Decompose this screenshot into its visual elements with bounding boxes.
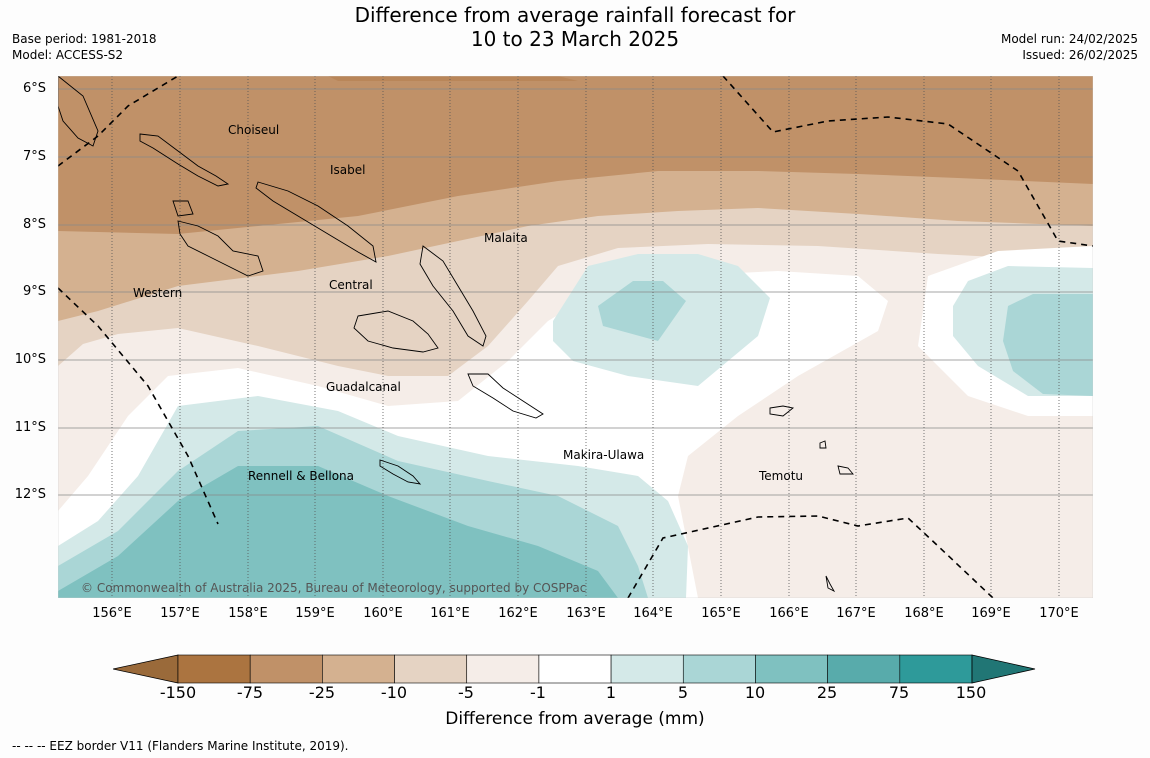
cb-tick-neg1: -1 (530, 683, 546, 702)
isabel-island (255, 181, 377, 263)
copyright-notice: © Commonwealth of Australia 2025, Bureau… (81, 581, 586, 595)
colorbar-segment (177, 654, 251, 684)
lat-tick-12s: 12°S (14, 487, 46, 502)
place-malaita: Malaita (484, 231, 528, 245)
place-western: Western (133, 286, 182, 300)
lon-tick-168e: 168°E (904, 606, 944, 621)
place-isabel: Isabel (330, 163, 365, 177)
lon-tick-166e: 166°E (769, 606, 809, 621)
lat-tick-7s: 7°S (22, 149, 46, 164)
title-line-2: 10 to 23 March 2025 (470, 27, 680, 51)
cb-tick-pos5: 5 (677, 683, 689, 702)
title-line-1: Difference from average rainfall forecas… (354, 3, 796, 27)
meta-right: Model run: 24/02/2025 Issued: 26/02/2025 (1001, 31, 1138, 63)
cb-tick-neg10: -10 (380, 683, 408, 702)
lon-tick-161e: 161°E (430, 606, 470, 621)
cb-tick-neg25: -25 (308, 683, 336, 702)
colorbar-segment (466, 654, 540, 684)
cb-tick-pos10: 10 (744, 683, 766, 702)
cb-tick-pos75: 75 (888, 683, 910, 702)
colorbar-segment (249, 654, 323, 684)
lon-tick-162e: 162°E (498, 606, 538, 621)
santa-cruz-island (769, 405, 795, 417)
grid (58, 88, 1093, 496)
band-pos10-east (1003, 294, 1093, 396)
eez-borders (58, 76, 1093, 598)
lon-tick-169e: 169°E (971, 606, 1011, 621)
vanikoro-island (837, 465, 854, 475)
lat-tick-6s: 6°S (22, 81, 46, 96)
place-guadalcanal: Guadalcanal (326, 380, 401, 394)
temotu-islet (819, 440, 827, 449)
lon-tick-158e: 158°E (228, 606, 268, 621)
colorbar-segment (755, 654, 828, 684)
lon-tick-167e: 167°E (836, 606, 876, 621)
band-neg75 (328, 76, 578, 81)
colorbar (113, 654, 1036, 684)
place-central: Central (329, 278, 373, 292)
cb-tick-neg150: -150 (159, 683, 197, 702)
band-pos25 (58, 466, 618, 598)
choiseul-island (139, 133, 230, 187)
colorbar-segment (610, 654, 684, 684)
colorbar-segment (322, 654, 395, 684)
lon-tick-164e: 164°E (633, 606, 673, 621)
place-labels: Choiseul Isabel Malaita Western Central … (133, 123, 803, 483)
anuta-islet (825, 575, 836, 593)
band-pos10-mid (598, 281, 686, 341)
colorbar-extend-high (971, 654, 1036, 684)
lat-tick-9s: 9°S (22, 284, 46, 299)
cb-tick-neg75: -75 (236, 683, 264, 702)
map-title: Difference from average rainfall forecas… (0, 3, 1150, 51)
colorbar-label: Difference from average (mm) (445, 709, 705, 729)
base-period: Base period: 1981-2018 (12, 32, 157, 46)
lon-tick-160e: 160°E (363, 606, 403, 621)
eez-southwest (58, 287, 219, 525)
place-makira-ulawa: Makira-Ulawa (563, 448, 644, 462)
colorbar-segment (827, 654, 901, 684)
meta-left: Base period: 1981-2018 Model: ACCESS-S2 (12, 31, 157, 63)
colorbar-segment (394, 654, 468, 684)
cb-tick-pos1: 1 (605, 683, 617, 702)
place-choiseul: Choiseul (228, 123, 279, 137)
model-name: Model: ACCESS-S2 (12, 48, 124, 62)
colorbar-segment (899, 654, 973, 684)
colorbar-segment (682, 654, 756, 684)
rainfall-map: Choiseul Isabel Malaita Western Central … (58, 76, 1093, 598)
new-georgia-island (177, 220, 264, 277)
cb-tick-neg5: -5 (458, 683, 474, 702)
lon-tick-159e: 159°E (295, 606, 335, 621)
place-temotu: Temotu (758, 469, 803, 483)
shortland-islands (172, 200, 194, 217)
eez-west (58, 76, 179, 167)
grid-meridians (111, 76, 1060, 598)
lon-tick-163e: 163°E (566, 606, 606, 621)
lat-tick-8s: 8°S (22, 217, 46, 232)
lon-tick-157e: 157°E (160, 606, 200, 621)
colorbar-extend-low (113, 654, 179, 684)
issued-date: Issued: 26/02/2025 (1022, 48, 1138, 62)
eez-northeast (722, 76, 1093, 247)
colorbar-segment (538, 654, 612, 684)
lon-tick-170e: 170°E (1039, 606, 1079, 621)
eez-legend-note: -- -- -- EEZ border V11 (Flanders Marine… (12, 739, 349, 753)
lon-tick-156e: 156°E (92, 606, 132, 621)
rennell-island (379, 459, 422, 485)
lon-tick-165e: 165°E (701, 606, 741, 621)
place-rennell-bellona: Rennell & Bellona (248, 469, 354, 483)
makira-island (467, 373, 544, 419)
lat-tick-11s: 11°S (14, 420, 46, 435)
coastlines (58, 76, 854, 593)
bougainville-island (58, 76, 99, 147)
eez-south (627, 515, 994, 598)
model-run: Model run: 24/02/2025 (1000, 32, 1138, 46)
cb-tick-pos25: 25 (816, 683, 838, 702)
lat-tick-10s: 10°S (14, 352, 46, 367)
malaita-island (419, 245, 487, 347)
cb-tick-pos150: 150 (955, 683, 987, 702)
guadalcanal-island (353, 310, 439, 353)
